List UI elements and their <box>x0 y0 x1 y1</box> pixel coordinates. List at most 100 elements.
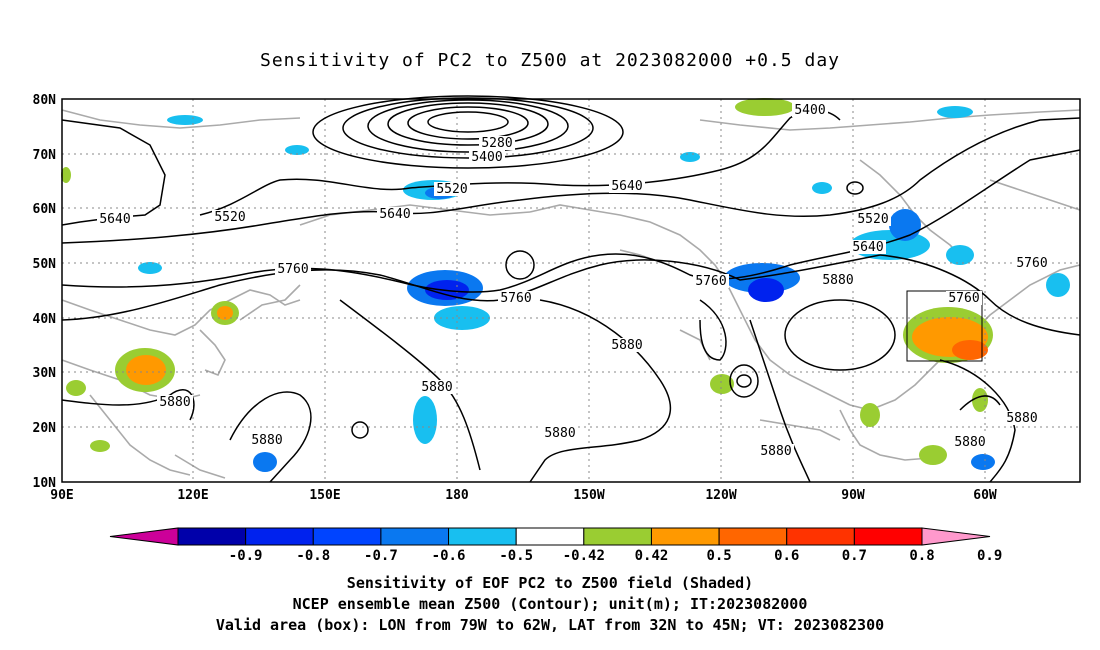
colorbar: -0.9 -0.8 -0.7 -0.6 -0.5 -0.42 0.42 0.5 0.6 0.7 0.… <box>109 527 1002 564</box>
colorbar-swatch <box>245 527 314 546</box>
contour-label: 5880 <box>822 273 853 288</box>
lon-label: 90E <box>50 488 73 503</box>
lat-label: 30N <box>33 366 57 381</box>
valid-area-box <box>906 290 983 362</box>
contour-label: 5520 <box>436 182 467 197</box>
shade-neg <box>946 245 974 265</box>
caption-line-2: NCEP ensemble mean Z500 (Contour); unit(… <box>292 595 808 613</box>
colorbar-swatch <box>853 527 923 546</box>
contour-label-bg <box>479 136 515 150</box>
shade-pos <box>860 403 880 427</box>
lat-label: 10N <box>33 476 57 491</box>
map-title: Sensitivity of PC2 to Z500 at 2023082000… <box>259 50 840 71</box>
colorbar-tick-label: 0.8 <box>909 548 934 564</box>
contour-label-bg <box>609 179 645 193</box>
shade-neg <box>971 454 995 470</box>
lat-label: 70N <box>33 148 57 163</box>
contour-label: 5640 <box>852 240 883 255</box>
colorbar-tick-label: -0.8 <box>296 548 330 564</box>
shade-neg <box>167 115 203 125</box>
colorbar-swatch <box>312 527 382 546</box>
contour-label: 5280 <box>481 136 512 151</box>
shade-pos <box>919 445 947 465</box>
contour-label: 5880 <box>251 433 282 448</box>
shade-neg <box>413 396 437 444</box>
contour-label-bg <box>855 212 891 226</box>
contour-label: 5640 <box>379 207 410 222</box>
colorbar-tick-label: -0.6 <box>432 548 466 564</box>
shade-pos <box>90 440 110 452</box>
contour-label: 5400 <box>471 150 502 165</box>
contour-label: 5520 <box>214 210 245 225</box>
lat-label: 20N <box>33 421 57 436</box>
colorbar-tick-label: 0.9 <box>977 548 1002 564</box>
lon-label: 120E <box>177 488 208 503</box>
shade-neg <box>1046 273 1070 297</box>
map-figure: 5400 5280 5400 5520 5640 5520 5640 5640 5520 5640… <box>33 93 1081 564</box>
colorbar-swatch <box>380 527 450 546</box>
colorbar-swatch <box>786 527 855 546</box>
lon-label: 150E <box>309 488 340 503</box>
map-panel <box>61 95 1081 483</box>
map-frame <box>61 98 1081 483</box>
colorbar-tick-label: -0.5 <box>499 548 533 564</box>
contour-label: 5880 <box>954 435 985 450</box>
colorbar-left-triangle <box>109 527 179 546</box>
colorbar-swatch <box>650 527 720 546</box>
colorbar-tick-label: 0.6 <box>774 548 799 564</box>
lat-label: 60N <box>33 202 57 217</box>
colorbar-tick-label: -0.7 <box>364 548 398 564</box>
contour-label-bg <box>1004 411 1040 425</box>
contour-label-bg <box>434 182 470 196</box>
shade-pos <box>952 340 988 360</box>
contour-label: 5880 <box>421 380 452 395</box>
shade-pos <box>710 374 734 394</box>
colorbar-tick-label: -0.9 <box>229 548 263 564</box>
grid-lines <box>62 99 1080 482</box>
contour-label: 5880 <box>760 444 791 459</box>
contour-label: 5880 <box>159 395 190 410</box>
contour-label-bg <box>212 210 248 224</box>
colorbar-tick-label: 0.42 <box>635 548 669 564</box>
shade-pos <box>61 167 71 183</box>
colorbar-swatch <box>177 527 247 546</box>
contour-label-bg <box>498 291 534 305</box>
contour-label-bg <box>249 433 285 447</box>
shade-neg <box>812 182 832 194</box>
caption-line-3: Valid area (box): LON from 79W to 62W, L… <box>215 616 885 634</box>
shade-neg <box>138 262 162 274</box>
colorbar-tick-label: -0.42 <box>563 548 605 564</box>
contour-label: 5520 <box>857 212 888 227</box>
contour-label: 5640 <box>611 179 642 194</box>
contour-label: 5880 <box>1006 411 1037 426</box>
shade-neg <box>748 278 784 302</box>
shade-neg <box>253 452 277 472</box>
contour-label-bg <box>157 395 193 409</box>
contour-label: 5880 <box>544 426 575 441</box>
contour-label-bg <box>758 444 794 458</box>
contour-label: 5880 <box>611 338 642 353</box>
contour-label: 5760 <box>948 291 979 306</box>
lon-label: 60W <box>973 488 997 503</box>
shade-pos <box>735 98 795 116</box>
shade-pos <box>126 355 166 385</box>
lon-label: 150W <box>573 488 604 503</box>
contour-label-bg <box>609 338 645 352</box>
contour-label-bg <box>419 380 455 394</box>
lat-label: 40N <box>33 312 57 327</box>
colorbar-swatch <box>718 527 788 546</box>
lat-label: 50N <box>33 257 57 272</box>
contour-label: 5760 <box>1016 256 1047 271</box>
lat-label: 80N <box>33 93 57 108</box>
contour-label-bg <box>820 273 856 287</box>
contour-label-bg <box>952 435 988 449</box>
lon-label: 90W <box>841 488 865 503</box>
colorbar-tick-label: 0.7 <box>842 548 867 564</box>
contour-label-bg <box>97 212 133 226</box>
shade-neg <box>680 152 700 162</box>
contour-label: 5640 <box>99 212 130 227</box>
contour-label-bg <box>792 103 828 117</box>
lon-label: 180 <box>445 488 469 503</box>
caption-line-1: Sensitivity of EOF PC2 to Z500 field (Sh… <box>346 574 754 592</box>
